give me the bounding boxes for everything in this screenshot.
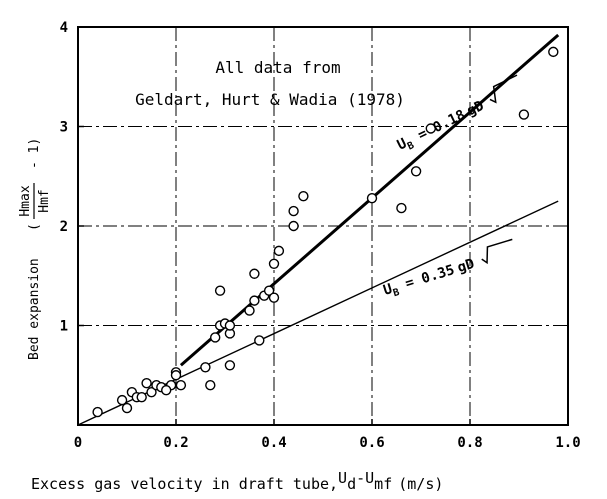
x-tick-label: 0.8 (457, 435, 482, 451)
data-point (548, 46, 559, 58)
svg-text:Bed expansion: Bed expansion (27, 258, 42, 360)
line2-equation: UB = 0.35gD (381, 238, 513, 302)
data-point (410, 166, 422, 177)
x-tick-label: 0.4 (261, 435, 286, 451)
data-point (249, 295, 260, 306)
data-point (298, 190, 309, 202)
data-point (224, 360, 236, 371)
y-axis-title: Bed expansion ( Hmax Hmf - 1) (18, 138, 52, 360)
sqrt-sign-2 (481, 238, 513, 265)
x-tick-label: 1.0 (555, 435, 580, 451)
data-point (518, 109, 530, 120)
data-point (141, 378, 152, 389)
grid (78, 27, 568, 425)
x-tick-label: 0.2 (163, 435, 188, 451)
data-point (205, 380, 216, 391)
x-ticks: 0 0.2 0.4 0.6 0.8 1.0 (74, 419, 581, 451)
data-point (288, 220, 299, 232)
y-ticks: 1 2 3 4 (60, 20, 84, 335)
data-point (263, 285, 275, 296)
data-point (170, 370, 182, 381)
data-point (92, 406, 103, 418)
data-point (136, 391, 147, 403)
y-tick-label: 2 (60, 219, 68, 235)
data-point (224, 320, 236, 331)
data-point (209, 332, 221, 343)
data-point (268, 258, 280, 270)
x-axis-title: Excess gas velocity in draft tube,Ud-Umf… (31, 469, 443, 493)
data-point (396, 202, 407, 214)
data-point (244, 305, 255, 316)
svg-text:UB = 0.35gD: UB = 0.35gD (381, 256, 477, 302)
annotation-line2: Geldart, Hurt & Wadia (1978) (135, 90, 405, 109)
data-points (92, 46, 559, 418)
y-tick-label: 3 (60, 120, 68, 136)
data-point (116, 394, 128, 406)
data-point (121, 402, 133, 414)
svg-text:(: ( (27, 223, 42, 231)
data-point (160, 384, 172, 396)
data-point (425, 123, 436, 134)
y-tick-label: 1 (60, 319, 68, 335)
data-point (200, 362, 211, 373)
data-point (288, 205, 299, 217)
svg-text:UB = 0.18gD: UB = 0.18gD (395, 98, 488, 156)
y-tick-label: 4 (60, 20, 68, 36)
data-point (254, 335, 265, 346)
sqrt-sign-1 (489, 74, 518, 104)
data-point (366, 192, 378, 204)
line1-equation: UB = 0.18gD (395, 74, 518, 156)
data-point (273, 245, 285, 257)
data-point (268, 292, 280, 303)
x-tick-label: 0.6 (359, 435, 384, 451)
x-tick-label: 0 (74, 435, 82, 451)
annotation-line1: All data from (215, 58, 340, 77)
svg-text:Hmf: Hmf (37, 189, 52, 212)
data-point (146, 386, 157, 398)
svg-text:Hmax: Hmax (18, 185, 33, 216)
data-point (214, 285, 226, 296)
data-point (175, 380, 187, 391)
data-point (249, 268, 260, 279)
svg-text:- 1): - 1) (27, 138, 42, 169)
